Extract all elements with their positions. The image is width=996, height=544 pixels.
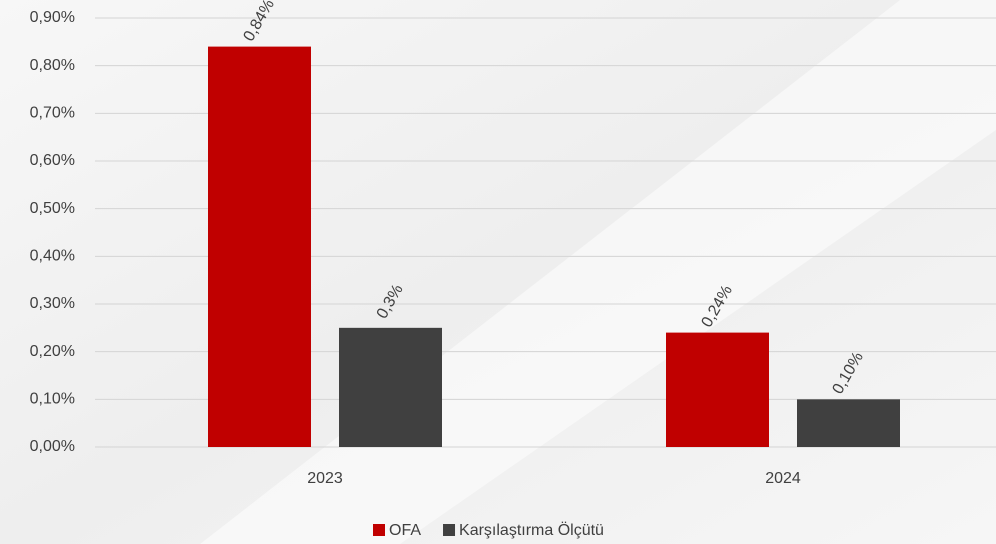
y-tick-label: 0,70%	[30, 105, 75, 122]
legend-swatch	[443, 524, 456, 536]
y-tick-label: 0,60%	[30, 152, 75, 169]
x-tick-label: 2023	[307, 470, 343, 487]
bar	[666, 332, 769, 447]
y-tick-label: 0,30%	[30, 295, 75, 312]
y-tick-label: 0,50%	[30, 200, 75, 217]
y-tick-label: 0,10%	[30, 391, 75, 408]
x-tick-label: 2024	[765, 470, 801, 487]
y-tick-label: 0,40%	[30, 248, 75, 265]
y-tick-label: 0,90%	[30, 9, 75, 26]
y-tick-label: 0,20%	[30, 343, 75, 360]
legend-label: OFA	[389, 522, 421, 539]
legend-swatch	[373, 524, 385, 536]
bar	[339, 327, 442, 447]
y-tick-label: 0,00%	[30, 438, 75, 455]
y-tick-label: 0,80%	[30, 57, 75, 74]
bar	[797, 399, 900, 447]
legend-label: Karşılaştırma Ölçütü	[459, 521, 604, 539]
bar	[208, 46, 311, 447]
